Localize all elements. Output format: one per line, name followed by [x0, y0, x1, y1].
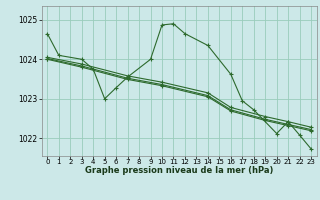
X-axis label: Graphe pression niveau de la mer (hPa): Graphe pression niveau de la mer (hPa)	[85, 166, 273, 175]
